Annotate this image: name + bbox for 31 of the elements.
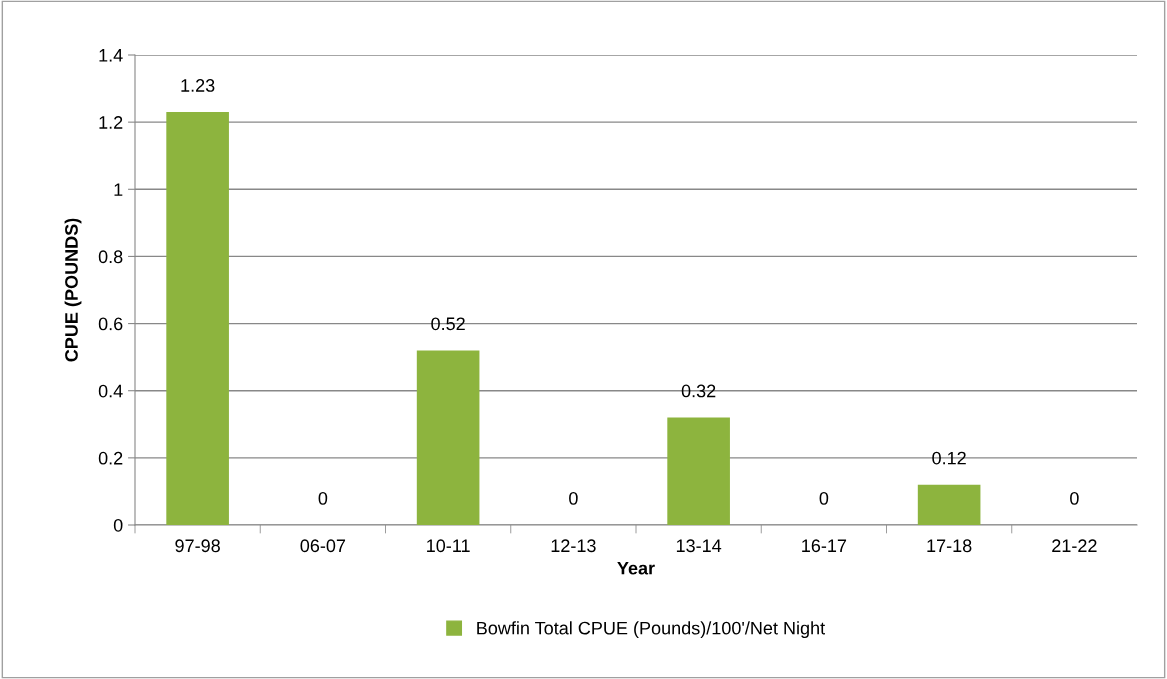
data-label: 0.12	[932, 451, 966, 465]
y-tick-label: 0.8	[98, 250, 123, 264]
x-tick-label: 97-98	[175, 539, 220, 553]
y-tick-label: 1.2	[99, 116, 123, 129]
x-tick-label: 12-13	[551, 539, 596, 553]
data-label: 0	[318, 491, 328, 505]
bar	[667, 417, 730, 525]
y-tick-label: 1.4	[99, 49, 123, 62]
data-label: 1.23	[181, 79, 215, 92]
data-label: 0	[1070, 491, 1079, 505]
data-label: 0.32	[681, 384, 716, 398]
data-label: 0	[569, 491, 578, 505]
y-tick-label: 0.4	[98, 384, 123, 398]
x-tick-label: 17-18	[927, 539, 972, 553]
x-tick-label: 16-17	[802, 539, 847, 553]
y-tick-label: 1	[114, 183, 123, 196]
y-tick-label: 0	[113, 518, 123, 532]
bar	[166, 112, 229, 525]
data-label: 0.52	[431, 317, 465, 331]
x-axis-title: Year	[617, 561, 655, 575]
y-axis-title: CPUE (POUNDS)	[64, 218, 82, 362]
legend-label: Bowfin Total CPUE (Pounds)/100'/Net Night	[477, 621, 825, 639]
y-tick-label: 0.2	[98, 451, 123, 465]
x-tick-label: 13-14	[676, 539, 722, 553]
x-tick-label: 06-07	[300, 539, 346, 553]
bar	[917, 484, 981, 525]
bar	[416, 350, 480, 525]
data-label: 0	[819, 491, 829, 505]
x-tick-label: 21-22	[1052, 539, 1097, 552]
y-tick-label: 0.6	[98, 317, 123, 331]
x-tick-label: 10-11	[427, 539, 470, 553]
